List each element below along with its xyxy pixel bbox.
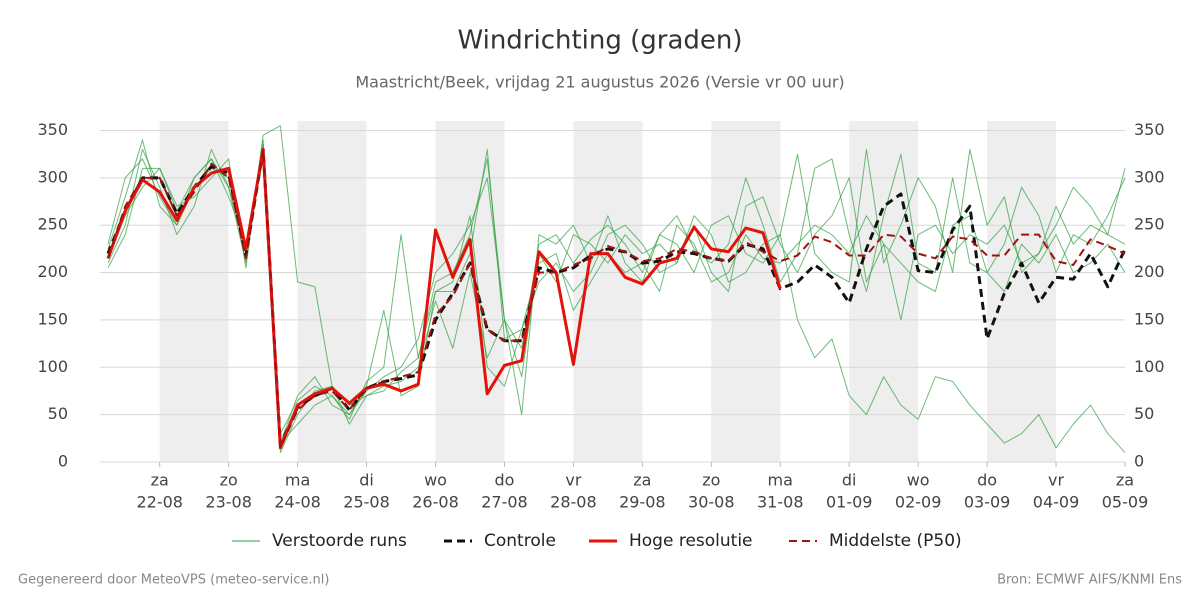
x-tick-day: ma	[768, 471, 793, 490]
x-tick-label: 03-09	[964, 493, 1011, 512]
y-tick-label: 250	[37, 215, 68, 234]
y2-tick-label: 100	[1134, 357, 1165, 376]
x-tick-label: 05-09	[1102, 493, 1149, 512]
legend-label: Middelste (P50)	[829, 531, 962, 551]
legend-item: Middelste (P50)	[789, 531, 962, 551]
legend-label: Verstoorde runs	[272, 531, 407, 551]
x-tick-day: zo	[702, 471, 720, 490]
y2-tick-label: 150	[1134, 309, 1165, 328]
y2-tick-label: 350	[1134, 120, 1165, 139]
day-shade	[987, 121, 1057, 462]
x-tick-label: 28-08	[550, 493, 597, 512]
y-tick-label: 200	[37, 262, 68, 281]
x-tick-day: di	[359, 471, 374, 490]
series-line	[106, 147, 782, 450]
x-tick-label: 25-08	[343, 493, 390, 512]
x-tick-day: za	[633, 471, 651, 490]
x-tick-day: do	[977, 471, 997, 490]
x-tick-label: 26-08	[412, 493, 459, 512]
y-tick-label: 100	[37, 357, 68, 376]
y2-tick-label: 300	[1134, 167, 1165, 186]
chart-title: Windrichting (graden)	[457, 26, 742, 56]
legend-item: Verstoorde runs	[232, 531, 407, 551]
x-tick-day: di	[842, 471, 857, 490]
x-tick-label: 31-08	[757, 493, 804, 512]
legend-label: Hoge resolutie	[629, 531, 753, 551]
y-tick-label: 50	[48, 404, 68, 423]
x-tick-day: za	[151, 471, 169, 490]
footer-left: Gegenereerd door MeteoVPS (meteo-service…	[18, 573, 329, 588]
x-tick-label: 24-08	[274, 493, 321, 512]
x-tick-day: wo	[907, 471, 930, 490]
day-shade	[711, 121, 781, 462]
x-tick-label: 04-09	[1033, 493, 1080, 512]
y2-tick-label: 200	[1134, 262, 1165, 281]
x-tick-label: 29-08	[619, 493, 666, 512]
y-tick-label: 300	[37, 167, 68, 186]
y2-tick-label: 50	[1134, 404, 1154, 423]
x-tick-label: 27-08	[481, 493, 528, 512]
x-tick-label: 02-09	[895, 493, 942, 512]
x-tick-day: ma	[285, 471, 310, 490]
legend-item: Controle	[444, 531, 556, 551]
x-tick-label: 01-09	[826, 493, 873, 512]
footer-right: Bron: ECMWF AIFS/KNMI Ens	[997, 573, 1182, 588]
x-tick-label: 22-08	[136, 493, 183, 512]
x-tick-day: vr	[1048, 471, 1064, 490]
y2-tick-label: 0	[1134, 452, 1144, 471]
x-tick-day: vr	[565, 471, 581, 490]
ensemble-line	[107, 125, 1126, 406]
x-tick-day: zo	[220, 471, 238, 490]
x-tick-day: za	[1116, 471, 1134, 490]
y-tick-label: 350	[37, 120, 68, 139]
x-tick-label: 23-08	[205, 493, 252, 512]
y2-tick-label: 250	[1134, 215, 1165, 234]
legend-label: Controle	[484, 531, 556, 551]
x-tick-day: do	[494, 471, 514, 490]
legend-item: Hoge resolutie	[589, 531, 753, 551]
x-tick-day: wo	[424, 471, 447, 490]
x-tick-label: 30-08	[688, 493, 735, 512]
y-tick-label: 150	[37, 309, 68, 328]
chart-subtitle: Maastricht/Beek, vrijdag 21 augustus 202…	[355, 73, 844, 92]
y-tick-label: 0	[58, 452, 68, 471]
day-shade	[297, 121, 367, 462]
